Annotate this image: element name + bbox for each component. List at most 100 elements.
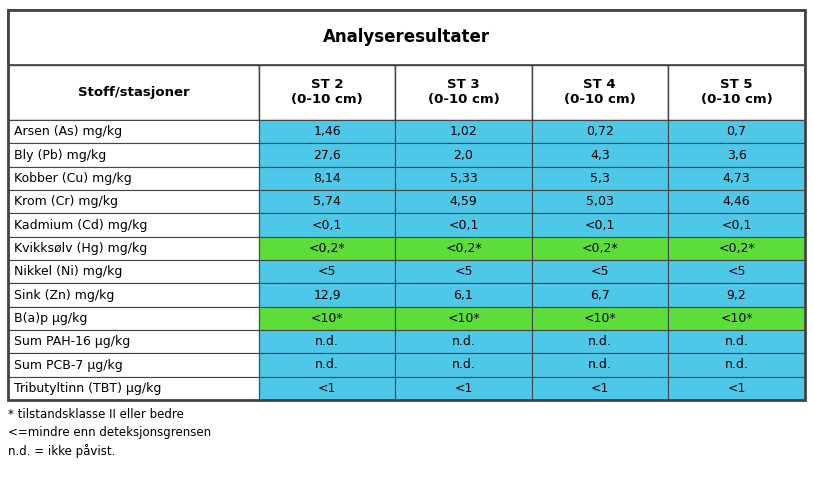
Text: ST 3
(0-10 cm): ST 3 (0-10 cm) xyxy=(428,78,499,106)
Bar xyxy=(532,353,668,377)
Text: 9,2: 9,2 xyxy=(727,288,746,302)
Bar xyxy=(532,283,668,307)
Text: Krom (Cr) mg/kg: Krom (Cr) mg/kg xyxy=(14,195,118,208)
Bar xyxy=(395,283,532,307)
Text: ST 2
(0-10 cm): ST 2 (0-10 cm) xyxy=(291,78,363,106)
Text: 4,59: 4,59 xyxy=(450,195,477,208)
Text: <1: <1 xyxy=(728,382,746,395)
Bar xyxy=(259,353,395,377)
Text: <1: <1 xyxy=(454,382,472,395)
Bar xyxy=(8,213,259,237)
Text: Stoff/stasjoner: Stoff/stasjoner xyxy=(78,86,189,99)
Text: 6,1: 6,1 xyxy=(454,288,473,302)
Bar xyxy=(395,260,532,283)
Bar xyxy=(532,143,668,166)
Bar xyxy=(668,330,805,353)
Text: ST 4
(0-10 cm): ST 4 (0-10 cm) xyxy=(564,78,636,106)
Text: n.d.: n.d. xyxy=(588,335,611,348)
Text: Analyseresultater: Analyseresultater xyxy=(323,29,490,46)
Bar xyxy=(668,377,805,400)
Bar xyxy=(668,260,805,283)
Bar xyxy=(395,213,532,237)
Bar xyxy=(668,353,805,377)
Bar xyxy=(259,377,395,400)
Text: Kvikksølv (Hg) mg/kg: Kvikksølv (Hg) mg/kg xyxy=(14,242,147,255)
Text: n.d.: n.d. xyxy=(724,359,749,372)
Text: Nikkel (Ni) mg/kg: Nikkel (Ni) mg/kg xyxy=(14,265,123,278)
Text: Kadmium (Cd) mg/kg: Kadmium (Cd) mg/kg xyxy=(14,218,147,231)
Bar xyxy=(259,307,395,330)
Text: 0,7: 0,7 xyxy=(727,125,746,138)
Text: <0,1: <0,1 xyxy=(312,218,342,231)
Text: <1: <1 xyxy=(318,382,337,395)
Bar xyxy=(668,283,805,307)
Text: * tilstandsklasse II eller bedre: * tilstandsklasse II eller bedre xyxy=(8,408,184,421)
Bar xyxy=(668,237,805,260)
Text: Kobber (Cu) mg/kg: Kobber (Cu) mg/kg xyxy=(14,172,132,185)
Text: n.d.: n.d. xyxy=(451,359,476,372)
Bar xyxy=(668,120,805,143)
Text: 5,3: 5,3 xyxy=(590,172,610,185)
Bar xyxy=(8,307,259,330)
Text: Arsen (As) mg/kg: Arsen (As) mg/kg xyxy=(14,125,122,138)
Text: 6,7: 6,7 xyxy=(590,288,610,302)
Bar xyxy=(668,65,805,120)
Text: 2,0: 2,0 xyxy=(454,149,473,162)
Text: n.d.: n.d. xyxy=(724,335,749,348)
Text: 1,46: 1,46 xyxy=(313,125,341,138)
Bar xyxy=(532,237,668,260)
Text: <5: <5 xyxy=(590,265,609,278)
Text: 5,03: 5,03 xyxy=(586,195,614,208)
Bar xyxy=(532,190,668,213)
Bar xyxy=(8,260,259,283)
Bar xyxy=(395,65,532,120)
Bar xyxy=(668,143,805,166)
Text: 3,6: 3,6 xyxy=(727,149,746,162)
Bar xyxy=(8,143,259,166)
Text: n.d.: n.d. xyxy=(451,335,476,348)
Bar xyxy=(395,190,532,213)
Text: <5: <5 xyxy=(318,265,337,278)
Bar xyxy=(532,213,668,237)
Bar xyxy=(532,260,668,283)
Bar xyxy=(259,283,395,307)
Text: <10*: <10* xyxy=(447,312,480,325)
Text: Bly (Pb) mg/kg: Bly (Pb) mg/kg xyxy=(14,149,107,162)
Text: <0,1: <0,1 xyxy=(448,218,479,231)
Text: <0,1: <0,1 xyxy=(585,218,615,231)
Text: Sum PAH-16 μg/kg: Sum PAH-16 μg/kg xyxy=(14,335,130,348)
Text: <10*: <10* xyxy=(720,312,753,325)
Bar xyxy=(8,65,259,120)
Text: 5,74: 5,74 xyxy=(313,195,341,208)
Bar xyxy=(259,330,395,353)
Text: <1: <1 xyxy=(590,382,609,395)
Text: 8,14: 8,14 xyxy=(313,172,341,185)
Text: Tributyltinn (TBT) μg/kg: Tributyltinn (TBT) μg/kg xyxy=(14,382,161,395)
Text: 0,72: 0,72 xyxy=(586,125,614,138)
Text: 27,6: 27,6 xyxy=(313,149,341,162)
Bar xyxy=(8,377,259,400)
Text: <5: <5 xyxy=(727,265,746,278)
Text: Sink (Zn) mg/kg: Sink (Zn) mg/kg xyxy=(14,288,115,302)
Bar xyxy=(668,166,805,190)
Text: n.d.: n.d. xyxy=(315,359,339,372)
Bar xyxy=(395,166,532,190)
Bar xyxy=(259,190,395,213)
Bar xyxy=(8,237,259,260)
Bar xyxy=(8,190,259,213)
Bar xyxy=(8,283,259,307)
Bar xyxy=(259,237,395,260)
Text: <0,2*: <0,2* xyxy=(446,242,482,255)
Text: 1,02: 1,02 xyxy=(450,125,477,138)
Bar xyxy=(259,143,395,166)
Bar xyxy=(532,120,668,143)
Text: <0,1: <0,1 xyxy=(721,218,752,231)
Text: <5: <5 xyxy=(454,265,472,278)
Text: <=mindre enn deteksjonsgrensen: <=mindre enn deteksjonsgrensen xyxy=(8,426,211,439)
Bar xyxy=(668,307,805,330)
Bar xyxy=(395,330,532,353)
Bar xyxy=(395,307,532,330)
Text: <0,2*: <0,2* xyxy=(309,242,346,255)
Bar xyxy=(8,166,259,190)
Text: ST 5
(0-10 cm): ST 5 (0-10 cm) xyxy=(701,78,772,106)
